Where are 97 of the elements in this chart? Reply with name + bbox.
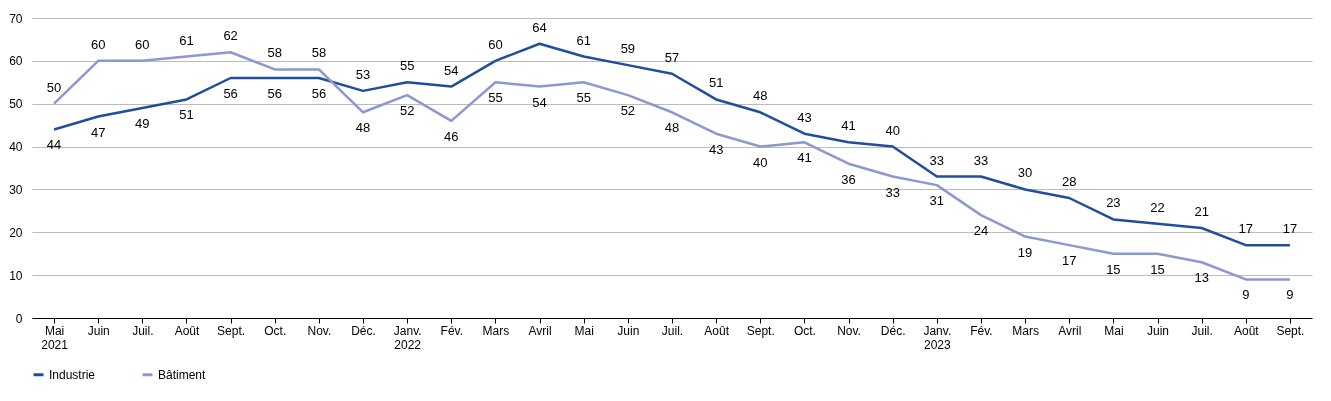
y-tick-label: 0 — [15, 311, 23, 326]
data-label: 22 — [1150, 199, 1165, 215]
data-label: 61 — [576, 32, 591, 48]
x-tick-label: Sept. — [746, 323, 775, 338]
data-label: 55 — [576, 90, 591, 106]
data-label: 15 — [1106, 261, 1121, 277]
data-label: 9 — [1242, 287, 1250, 303]
data-label: 59 — [620, 41, 636, 57]
data-label: 33 — [885, 184, 900, 200]
data-label: 55 — [488, 90, 503, 106]
data-label: 43 — [797, 109, 812, 125]
data-label: 58 — [267, 45, 282, 61]
x-tick-label: Août — [1233, 323, 1260, 338]
x-tick-label: Juin — [617, 323, 640, 338]
data-label: 33 — [929, 152, 945, 168]
data-label: 48 — [753, 88, 768, 104]
x-tick-label: Sept. — [1276, 323, 1305, 338]
data-label: 24 — [973, 223, 989, 239]
data-label: 51 — [179, 107, 194, 123]
data-label: 47 — [90, 124, 106, 140]
x-tick-label: Janv. 2023 — [923, 323, 952, 352]
data-label: 17 — [1238, 221, 1254, 237]
data-label: 52 — [399, 103, 415, 119]
data-label: 17 — [1282, 221, 1298, 237]
x-tick-label: Sept. — [217, 323, 246, 338]
x-tick-label: Janv. 2022 — [393, 323, 422, 352]
data-label: 48 — [355, 120, 371, 136]
data-label: 41 — [797, 150, 812, 166]
data-label: 21 — [1194, 204, 1209, 219]
data-label: 40 — [753, 154, 768, 170]
x-tick-label: Juil. — [1191, 323, 1213, 338]
x-tick-label: Oct. — [264, 323, 287, 338]
legend-label: Industrie — [49, 367, 96, 382]
x-tick-label: Avril — [528, 323, 552, 338]
x-tick-label: Déc. — [351, 323, 376, 338]
x-tick-label: Juil. — [132, 323, 154, 338]
x-tick-label: Avril — [1058, 323, 1082, 338]
x-tick-label: Oct. — [793, 323, 816, 338]
data-label: 33 — [973, 152, 989, 168]
y-tick-label: 60 — [9, 54, 23, 69]
x-tick-label: Août — [174, 323, 200, 338]
x-tick-label: Mai — [574, 323, 594, 338]
data-label: 60 — [135, 36, 150, 52]
data-label: 44 — [46, 137, 62, 153]
x-tick-label: Mars — [482, 323, 510, 338]
y-tick-label: 40 — [9, 140, 23, 155]
data-label: 15 — [1150, 261, 1165, 277]
x-tick-label: Août — [704, 323, 730, 338]
data-label: 46 — [444, 128, 459, 144]
data-label: 60 — [488, 36, 503, 52]
data-label: 28 — [1062, 174, 1077, 189]
data-label: 50 — [46, 79, 62, 95]
data-label: 52 — [620, 103, 636, 119]
x-tick-label: Mars — [1012, 323, 1039, 338]
x-tick-label: Nov. — [837, 323, 861, 338]
data-label: 62 — [223, 28, 238, 44]
x-tick-label: Déc. — [880, 323, 906, 338]
data-label: 51 — [708, 75, 724, 91]
x-tick-label: Juil. — [661, 323, 684, 338]
y-tick-label: 30 — [9, 182, 23, 197]
data-label: 41 — [841, 118, 856, 134]
x-tick-label: Fév. — [440, 323, 464, 338]
legend-label: Bâtiment — [158, 367, 207, 382]
data-label: 56 — [267, 86, 282, 101]
x-tick-label: Juin — [1147, 323, 1170, 338]
data-label: 54 — [444, 62, 459, 78]
y-tick-label: 20 — [9, 225, 23, 240]
data-label: 43 — [708, 141, 724, 157]
data-label: 56 — [223, 86, 238, 101]
data-label: 30 — [1017, 165, 1033, 181]
data-label: 31 — [929, 193, 945, 209]
data-label: 58 — [311, 45, 327, 61]
y-tick-label: 50 — [9, 97, 23, 112]
data-label: 56 — [311, 86, 327, 101]
data-label: 60 — [90, 36, 106, 52]
data-label: 49 — [135, 116, 150, 131]
data-label: 64 — [532, 19, 547, 35]
data-label: 53 — [355, 66, 371, 82]
data-label: 19 — [1017, 244, 1033, 260]
data-label: 17 — [1062, 253, 1077, 269]
data-label: 9 — [1286, 287, 1294, 303]
data-label: 40 — [885, 122, 900, 138]
x-tick-label: Juin — [87, 323, 110, 338]
data-label: 48 — [664, 120, 680, 136]
data-label: 23 — [1106, 195, 1121, 211]
data-label: 36 — [841, 171, 856, 187]
x-tick-label: Nov. — [307, 323, 332, 338]
x-tick-label: Fév. — [970, 323, 993, 338]
data-label: 61 — [179, 32, 194, 48]
data-label: 55 — [399, 58, 415, 74]
y-tick-label: 70 — [9, 11, 23, 26]
data-label: 57 — [664, 49, 680, 65]
data-label: 54 — [532, 94, 547, 110]
y-tick-label: 10 — [9, 268, 23, 283]
x-tick-label: Mai 2021 — [41, 323, 69, 352]
data-label: 13 — [1194, 270, 1209, 286]
x-tick-label: Mai — [1104, 323, 1124, 338]
